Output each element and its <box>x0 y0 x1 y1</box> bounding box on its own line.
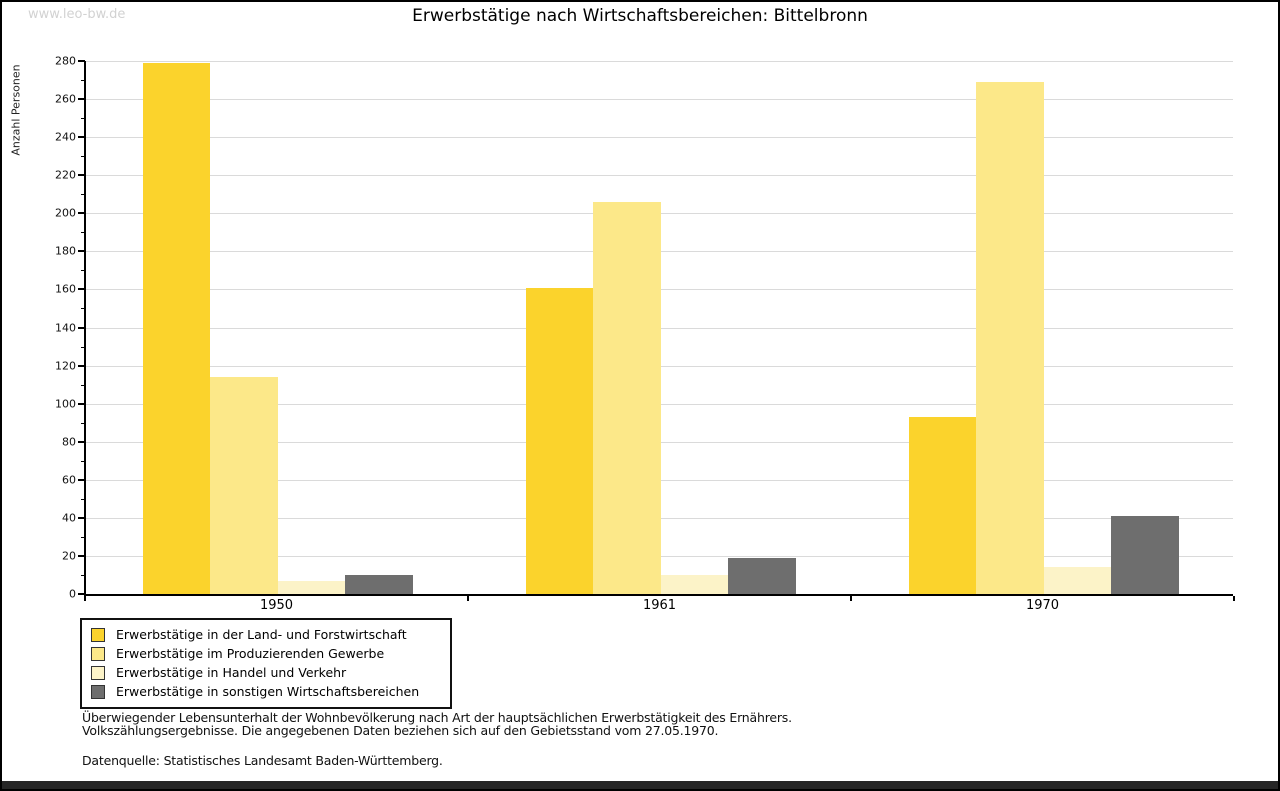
x-tick-label-1970: 1970 <box>1025 598 1060 613</box>
y-tick-major <box>78 174 85 177</box>
legend-swatch-icon <box>91 684 105 699</box>
y-tick-minor <box>81 80 85 82</box>
bar-1950-series1 <box>142 62 210 594</box>
y-tick-major <box>78 440 85 443</box>
y-tick-label-140: 140 <box>55 321 76 334</box>
bar-1950-series3 <box>277 580 345 594</box>
y-tick-major <box>78 478 85 481</box>
y-tick-major <box>78 364 85 367</box>
plot-area <box>84 61 1233 596</box>
bar-1961-series1 <box>525 287 593 594</box>
legend-label: Erwerbstätige in sonstigen Wirtschaftsbe… <box>116 684 420 699</box>
footnote-line-1: Überwiegender Lebensunterhalt der Wohnbe… <box>82 710 792 725</box>
y-tick-minor <box>81 498 85 500</box>
y-tick-label-40: 40 <box>62 511 76 525</box>
y-tick-major <box>78 212 85 215</box>
y-tick-minor <box>81 156 85 158</box>
y-tick-label-260: 260 <box>55 92 76 106</box>
y-tick-minor <box>81 270 85 272</box>
y-tick-label-200: 200 <box>55 206 76 220</box>
y-tick-minor <box>81 384 85 386</box>
bar-1970-series2 <box>976 81 1044 594</box>
chart-title: Erwerbstätige nach Wirtschaftsbereichen:… <box>412 6 868 26</box>
footnote-line-3: Datenquelle: Statistisches Landesamt Bad… <box>82 753 443 768</box>
bar-1950-series2 <box>210 377 278 594</box>
y-tick-major <box>78 326 85 329</box>
legend-label: Erwerbstätige in der Land- und Forstwirt… <box>116 627 407 642</box>
y-tick-major <box>78 593 85 595</box>
legend-item-4: Erwerbstätige in sonstigen Wirtschaftsbe… <box>91 682 442 701</box>
y-tick-major <box>78 402 85 405</box>
y-tick-major <box>78 98 85 101</box>
y-tick-label-280: 280 <box>55 54 76 68</box>
y-tick-label-80: 80 <box>62 435 76 449</box>
y-tick-label-240: 240 <box>55 130 76 144</box>
y-tick-label-160: 160 <box>55 282 76 296</box>
gridline-y-240 <box>86 137 1233 139</box>
x-tick-boundary <box>850 596 852 601</box>
legend-swatch-icon <box>91 665 105 680</box>
x-tick-boundary <box>467 596 469 601</box>
y-axis-label: Anzahl Personen <box>9 64 23 156</box>
y-tick-minor <box>81 308 85 310</box>
y-tick-label-60: 60 <box>62 473 76 487</box>
bottom-border-bar <box>2 781 1278 789</box>
gridline-y-260 <box>86 99 1233 101</box>
bar-1961-series4 <box>728 557 796 594</box>
y-tick-major <box>78 554 85 557</box>
y-tick-major <box>78 60 85 62</box>
legend-label: Erwerbstätige im Produzierenden Gewerbe <box>116 646 385 661</box>
y-tick-minor <box>81 118 85 120</box>
y-tick-minor <box>81 232 85 234</box>
y-tick-minor <box>81 422 85 424</box>
y-tick-major <box>78 516 85 519</box>
legend-swatch-icon <box>91 646 105 661</box>
watermark: www.leo-bw.de <box>28 7 126 22</box>
y-tick-major <box>78 250 85 253</box>
y-tick-label-0: 0 <box>69 587 76 601</box>
y-tick-label-120: 120 <box>55 359 76 373</box>
y-tick-minor <box>81 460 85 462</box>
legend-item-2: Erwerbstätige im Produzierenden Gewerbe <box>91 644 442 663</box>
y-tick-label-20: 20 <box>62 549 76 563</box>
footnote-line-2: Volkszählungsergebnisse. Die angegebenen… <box>82 723 719 738</box>
gridline-y-280 <box>86 61 1233 62</box>
gridline-y-220 <box>86 175 1233 177</box>
bar-1961-series2 <box>593 201 661 594</box>
bar-1950-series4 <box>345 574 413 594</box>
x-tick-boundary <box>1233 596 1235 601</box>
y-tick-label-180: 180 <box>55 244 76 258</box>
bar-1970-series4 <box>1111 515 1179 594</box>
y-tick-minor <box>81 194 85 196</box>
y-tick-major <box>78 288 85 291</box>
legend-swatch-icon <box>91 627 105 642</box>
legend: Erwerbstätige in der Land- und Forstwirt… <box>80 618 452 709</box>
y-tick-minor <box>81 346 85 348</box>
y-tick-label-220: 220 <box>55 168 76 182</box>
bar-1970-series3 <box>1043 567 1111 594</box>
x-tick-label-1950: 1950 <box>259 598 294 613</box>
y-tick-minor <box>81 536 85 538</box>
x-tick-boundary <box>84 596 86 601</box>
legend-label: Erwerbstätige in Handel und Verkehr <box>116 665 347 680</box>
bar-1970-series1 <box>908 416 976 594</box>
bar-1961-series3 <box>660 574 728 594</box>
y-tick-major <box>78 136 85 139</box>
legend-item-3: Erwerbstätige in Handel und Verkehr <box>91 663 442 682</box>
y-tick-label-100: 100 <box>55 397 76 411</box>
x-tick-label-1961: 1961 <box>642 598 677 613</box>
legend-item-1: Erwerbstätige in der Land- und Forstwirt… <box>91 625 442 644</box>
y-tick-minor <box>81 574 85 576</box>
